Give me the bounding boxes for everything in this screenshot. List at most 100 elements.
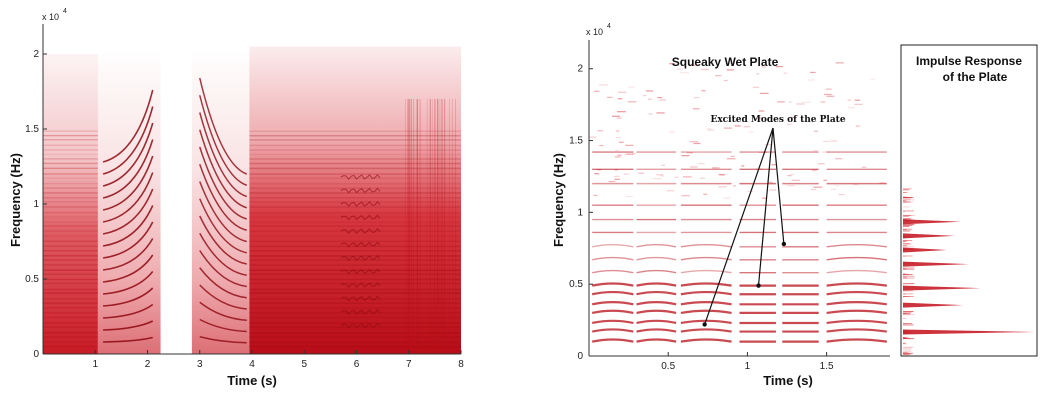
chart2-mode-band xyxy=(591,309,634,314)
chart1-striation xyxy=(43,235,98,237)
chart2-speckle xyxy=(870,78,875,80)
chart1-vertical-streak xyxy=(431,99,433,354)
chart2-speckle xyxy=(656,112,665,114)
chart2-mode-band xyxy=(636,243,677,248)
chart1-x-tick-label: 4 xyxy=(249,359,255,370)
chart2-speckle xyxy=(812,150,818,152)
chart2-speckle xyxy=(703,193,708,195)
chart1-vertical-streak xyxy=(416,99,418,354)
chart1-striation xyxy=(43,298,98,300)
chart1-striation xyxy=(249,162,461,165)
chart2: 0.5 1 1.5 0 0.5 1 1.5 2 x 10 4 Squeaky Wet Plat… xyxy=(551,23,890,388)
chart1-striation xyxy=(43,312,98,314)
chart2-heatmap xyxy=(589,62,887,343)
chart1-striation xyxy=(249,249,461,252)
chart2-speckle xyxy=(659,99,667,101)
chart1-striation xyxy=(249,235,461,237)
chart2-speckle xyxy=(835,185,840,187)
chart2-speckle xyxy=(748,131,754,133)
chart1-striation xyxy=(43,230,98,232)
chart2-speckle xyxy=(615,149,619,152)
chart3-title-line2: of the Plate xyxy=(943,70,1008,84)
chart2-title: Squeaky Wet Plate xyxy=(672,55,779,69)
chart2-speckle xyxy=(628,86,636,88)
chart2-mode-band xyxy=(591,338,634,343)
chart2-speckle xyxy=(756,73,760,75)
chart2-speckle xyxy=(723,197,731,199)
chart2-mode-band xyxy=(826,319,887,325)
chart2-speckle xyxy=(771,164,776,166)
chart2-speckle xyxy=(787,123,792,126)
chart2-mode-band xyxy=(636,328,677,333)
chart2-axes: 0.5 1 1.5 0 0.5 1 1.5 2 xyxy=(569,40,890,372)
chart2-speckle xyxy=(795,103,805,105)
chart1-falling-harmonic xyxy=(199,164,247,231)
chart1-vertical-streak xyxy=(426,99,428,354)
chart1-striation xyxy=(249,197,461,199)
chart1-striation xyxy=(249,221,461,224)
chart1-striation xyxy=(249,264,461,266)
chart1-striation xyxy=(43,316,98,319)
chart1: 1 2 3 4 5 6 7 8 0 0.5 1 1.5 2 x 10 4 Time (s) Freque… xyxy=(8,8,464,388)
chart1-y-tick-label: 0 xyxy=(33,349,39,360)
chart2-mode-band xyxy=(826,328,887,333)
chart2-speckle xyxy=(669,63,676,65)
chart1-x-tick-label: 7 xyxy=(406,359,412,370)
chart1-wavy-harmonic xyxy=(340,241,381,248)
chart2-speckle xyxy=(783,72,788,74)
chart2-speckle xyxy=(718,173,725,176)
chart1-wavy-harmonic xyxy=(340,187,381,194)
chart2-speckle xyxy=(823,140,830,143)
chart2-speckle xyxy=(681,195,691,197)
chart1-vertical-streak xyxy=(437,99,439,354)
chart1-striation xyxy=(43,216,98,218)
chart2-speckle xyxy=(614,169,619,171)
chart1-striation xyxy=(43,302,98,304)
chart2-mode-band xyxy=(592,243,634,248)
chart1-striation xyxy=(43,259,98,261)
chart1-striation xyxy=(249,269,461,272)
chart1-striation xyxy=(43,240,98,242)
chart2-speckle xyxy=(813,186,823,188)
chart1-striation xyxy=(43,345,98,348)
chart2-speckle xyxy=(599,144,604,147)
chart1-vertical-streak xyxy=(413,99,415,354)
chart2-annotation-text: Excited Modes of the Plate xyxy=(710,115,845,125)
chart1-striation xyxy=(43,182,98,185)
chart1-striation xyxy=(43,177,98,179)
chart1-striation xyxy=(249,345,461,348)
chart2-speckle xyxy=(719,174,726,176)
chart2-speckle xyxy=(723,79,728,82)
chart1-rising-harmonic xyxy=(102,221,154,259)
chart1-rising-harmonic xyxy=(102,188,154,235)
chart1-vertical-streak xyxy=(448,99,450,354)
chart2-speckle xyxy=(625,144,634,146)
chart2-speckle xyxy=(666,190,675,192)
chart2-speckle xyxy=(643,95,647,97)
chart2-speckle xyxy=(593,194,598,197)
chart1-xlabel: Time (s) xyxy=(227,373,277,388)
chart2-annotation-point xyxy=(756,283,761,288)
chart1-x-tick-label: 1 xyxy=(92,359,98,370)
chart1-striation xyxy=(249,307,461,309)
chart2-ylabel: Frequency (Hz) xyxy=(551,153,566,247)
chart2-mode-band xyxy=(636,319,677,325)
chart1-striation xyxy=(249,273,461,276)
chart2-mode-band xyxy=(636,290,677,296)
chart2-speckle xyxy=(648,113,653,115)
chart2-speckle xyxy=(758,151,768,153)
chart1-striation xyxy=(43,158,98,160)
chart1-falling-harmonic xyxy=(199,301,247,321)
chart1-striation xyxy=(249,201,461,203)
chart2-speckle xyxy=(711,167,720,169)
chart2-speckle xyxy=(838,194,845,196)
chart1-striation xyxy=(43,331,98,334)
chart2-speckle xyxy=(632,153,636,155)
chart2-mode-band xyxy=(591,301,634,306)
chart2-mode-band xyxy=(826,290,887,296)
chart2-speckle xyxy=(614,178,620,180)
chart1-wavy-harmonic xyxy=(340,282,381,288)
chart1-striation xyxy=(249,153,461,156)
chart2-speckle xyxy=(835,62,844,64)
chart1-striation xyxy=(43,278,98,281)
